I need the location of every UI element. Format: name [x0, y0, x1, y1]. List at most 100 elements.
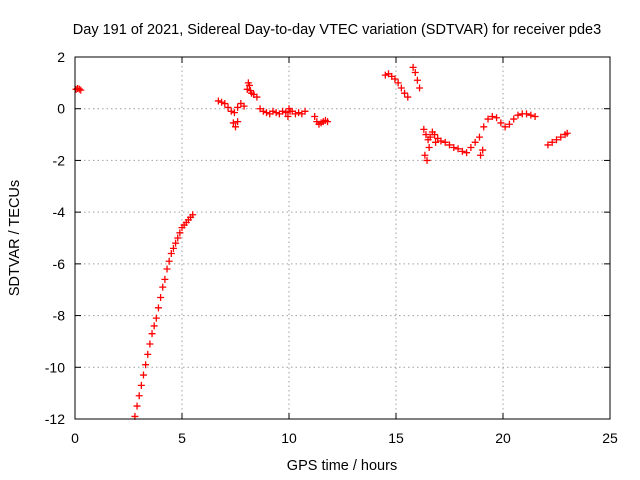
data-point [477, 151, 485, 159]
data-point [150, 322, 158, 330]
data-point [227, 107, 235, 115]
data-point [282, 109, 290, 117]
x-axis-label: GPS time / hours [287, 458, 397, 474]
data-point [174, 234, 182, 242]
data-point [557, 133, 565, 141]
data-point [172, 239, 180, 247]
data-point [475, 133, 483, 141]
data-point [189, 211, 197, 219]
data-point [394, 79, 402, 87]
data-point [232, 123, 239, 131]
data-point [497, 119, 505, 127]
data-point [425, 144, 433, 151]
data-point [259, 107, 267, 115]
data-point [240, 102, 248, 110]
data-point [480, 123, 488, 131]
y-tick-label: -6 [53, 256, 66, 272]
data-point [484, 115, 492, 123]
data-point [263, 109, 271, 117]
y-tick-label: -12 [45, 411, 65, 427]
data-point [75, 85, 83, 93]
data-point [311, 112, 319, 120]
data-point [167, 250, 175, 258]
y-tick-label: -2 [53, 152, 66, 168]
data-point [144, 350, 152, 358]
data-point [284, 112, 292, 120]
data-point [165, 257, 173, 265]
data-point [431, 131, 439, 139]
data-point [146, 340, 154, 348]
data-point [224, 103, 232, 111]
data-point [272, 109, 280, 117]
data-point [493, 114, 501, 122]
data-point [437, 137, 445, 145]
data-point [505, 120, 513, 128]
data-point [432, 138, 440, 146]
data-point [416, 84, 424, 92]
chart-title: Day 191 of 2021, Sidereal Day-to-day VTE… [73, 22, 601, 38]
x-tick-label: 20 [495, 430, 511, 446]
data-point [454, 145, 462, 153]
data-point [404, 93, 412, 101]
y-tick-label: 0 [57, 101, 65, 117]
y-tick-label: 2 [57, 49, 65, 65]
data-point [230, 109, 238, 117]
data-point [531, 112, 539, 120]
data-point [77, 86, 85, 94]
grid [75, 57, 610, 419]
data-point [324, 118, 332, 126]
x-tick-label: 15 [388, 430, 404, 446]
data-point [279, 107, 287, 115]
data-point [563, 129, 571, 137]
x-tick-label: 0 [71, 430, 79, 446]
data-point [488, 112, 496, 120]
data-point [286, 107, 294, 115]
data-point [152, 314, 160, 322]
data-point [176, 229, 184, 237]
data-point [426, 133, 434, 141]
data-point [553, 136, 560, 144]
data-point [544, 141, 552, 149]
y-tick-label: -10 [45, 359, 65, 375]
data-point [301, 107, 309, 115]
data-point [269, 107, 277, 115]
axis-ticks [74, 56, 611, 420]
data-point [463, 149, 471, 157]
data-point [229, 119, 237, 127]
data-point [245, 81, 253, 89]
data-point [218, 98, 226, 106]
plot-frame [74, 56, 611, 420]
data-point [214, 97, 222, 105]
data-point [420, 125, 428, 133]
data-point [421, 151, 429, 159]
y-tick-label: -8 [53, 308, 66, 324]
data-points [72, 63, 571, 420]
data-point [234, 103, 242, 111]
data-point [450, 144, 458, 151]
data-point [169, 244, 177, 252]
data-point [291, 110, 299, 118]
data-point [142, 361, 150, 369]
data-point [159, 283, 167, 291]
data-point [135, 392, 143, 400]
data-point [139, 371, 147, 379]
data-point [221, 100, 229, 108]
data-point [548, 138, 556, 146]
data-point [248, 89, 256, 97]
data-point [527, 111, 535, 119]
data-point [467, 144, 475, 151]
data-point [137, 381, 145, 389]
data-point [148, 330, 156, 338]
data-point [133, 402, 141, 410]
data-point [510, 115, 518, 123]
data-point [391, 75, 399, 83]
data-point [243, 85, 251, 93]
data-point [423, 156, 431, 164]
data-point [441, 138, 449, 146]
data-point [295, 109, 303, 117]
data-point [413, 76, 421, 84]
data-point [401, 89, 409, 97]
y-tick-label: -4 [53, 204, 66, 220]
